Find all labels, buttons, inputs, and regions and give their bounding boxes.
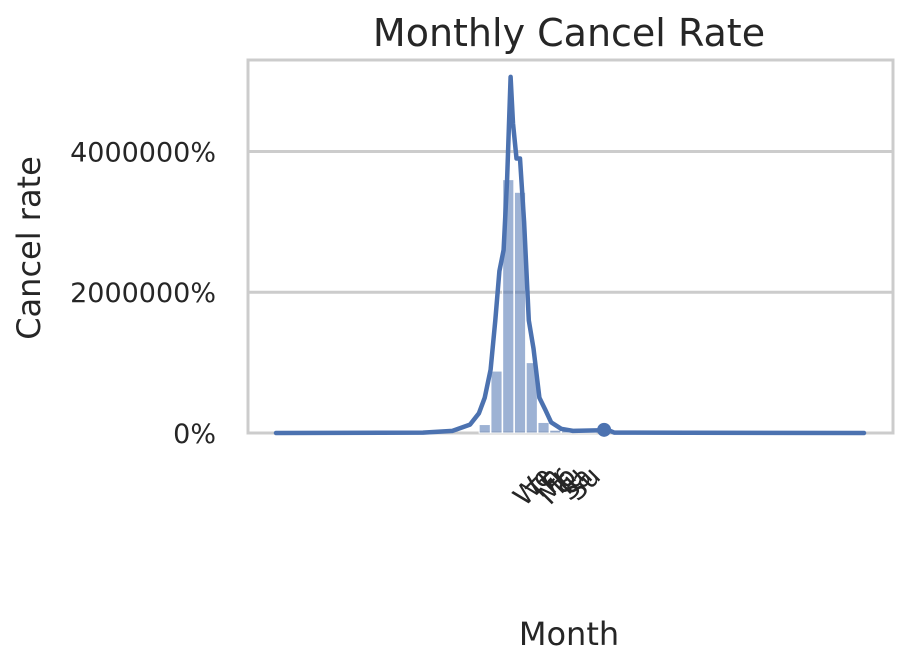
plot-frame bbox=[246, 58, 895, 435]
bar bbox=[478, 424, 491, 434]
data-point bbox=[597, 422, 612, 437]
y-tick-labels: 0% 2000000% 4000000% bbox=[70, 137, 216, 450]
y-tick-label: 0% bbox=[173, 419, 216, 450]
y-tick-label: 4000000% bbox=[70, 137, 216, 168]
bar bbox=[537, 421, 550, 434]
series-line bbox=[273, 74, 867, 436]
grid-lines bbox=[248, 149, 893, 435]
series-line-layer bbox=[273, 74, 867, 436]
bar bbox=[549, 429, 562, 434]
y-tick-label: 2000000% bbox=[70, 278, 216, 309]
bar bbox=[490, 370, 503, 434]
y-axis-label: Cancel rate bbox=[10, 156, 48, 340]
bars bbox=[478, 179, 597, 434]
markers bbox=[597, 422, 612, 437]
chart-title: Monthly Cancel Rate bbox=[373, 11, 765, 55]
x-axis-label: Month bbox=[519, 615, 619, 653]
